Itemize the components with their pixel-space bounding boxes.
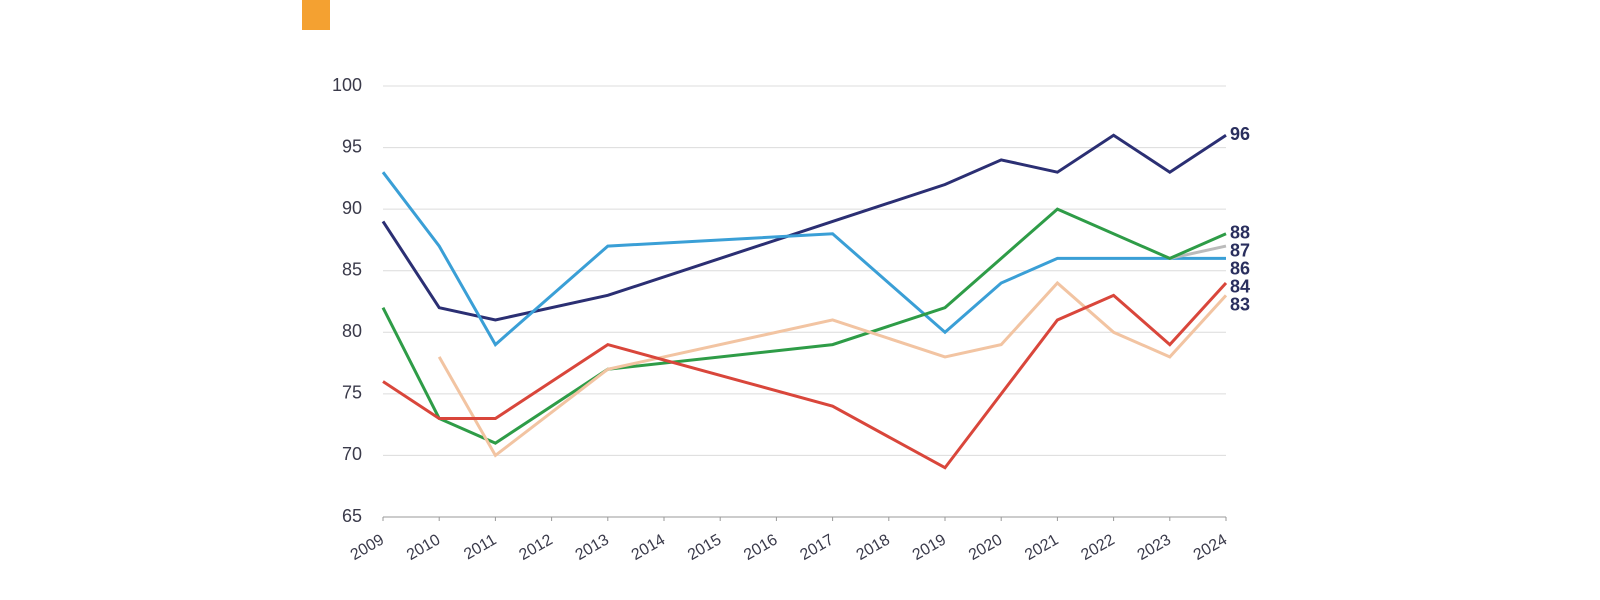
- line: [437, 280, 1228, 458]
- x-tick-label: 2022: [1078, 531, 1117, 564]
- x-tick-label: 2021: [1022, 531, 1061, 564]
- y-tick-label: 90: [342, 198, 362, 218]
- y-tick-label: 100: [332, 75, 362, 95]
- x-tick-label: 2020: [966, 531, 1005, 564]
- x-tick-label: 2012: [516, 531, 555, 564]
- x-tick-label: 2018: [854, 531, 893, 564]
- end-label: 88: [1230, 223, 1250, 243]
- y-tick-label: 85: [342, 259, 362, 279]
- x-tick-label: 2015: [685, 531, 724, 564]
- end-label: 86: [1230, 259, 1250, 279]
- end-label: 87: [1230, 241, 1250, 261]
- x-tick-label: 2016: [741, 531, 780, 564]
- line: [381, 171, 1226, 347]
- end-label: 84: [1230, 277, 1250, 297]
- line: [381, 133, 1227, 322]
- x-tick-label: 2023: [1135, 531, 1174, 564]
- line: [1169, 244, 1227, 260]
- line: [382, 282, 1228, 470]
- end-label: 83: [1230, 295, 1250, 315]
- x-tick-label: 2013: [573, 531, 612, 564]
- x-tick-label: 2009: [348, 531, 387, 564]
- x-tick-label: 2010: [404, 531, 443, 564]
- x-tick-label: 2024: [1191, 531, 1230, 564]
- y-tick-label: 75: [342, 383, 362, 403]
- y-tick-label: 65: [342, 506, 362, 526]
- x-tick-label: 2017: [797, 531, 836, 564]
- end-label: 96: [1230, 124, 1250, 144]
- y-tick-label: 70: [342, 444, 362, 464]
- y-tick-label: 95: [342, 136, 362, 156]
- line: [381, 207, 1227, 445]
- y-tick-label: 80: [342, 321, 362, 341]
- x-tick-label: 2019: [910, 531, 949, 564]
- x-tick-label: 2011: [461, 531, 499, 563]
- decor-square: [302, 0, 330, 30]
- x-tick-label: 2014: [629, 531, 668, 564]
